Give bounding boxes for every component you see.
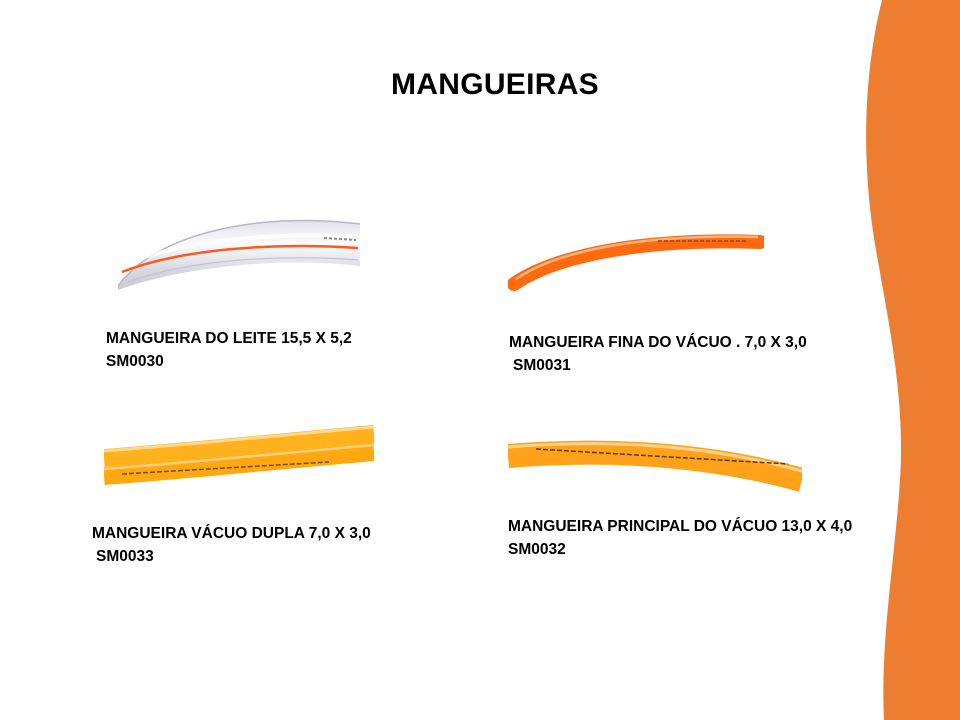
product-caption-sm0032: MANGUEIRA PRINCIPAL DO VÁCUO 13,0 X 4,0 … <box>508 515 852 561</box>
product-caption-sm0033: MANGUEIRA VÁCUO DUPLA 7,0 X 3,0 SM0033 <box>92 522 371 568</box>
product-name: MANGUEIRA VÁCUO DUPLA 7,0 X 3,0 <box>92 525 371 542</box>
thin-vacuum-hose-photo <box>508 234 764 291</box>
product-name: MANGUEIRA DO LEITE 15,5 X 5,2 <box>106 330 352 347</box>
product-code: SM0031 <box>513 357 571 374</box>
product-code: SM0033 <box>96 548 154 565</box>
product-code: SM0030 <box>106 353 164 370</box>
slide-title: MANGUEIRAS <box>390 68 599 101</box>
main-vacuum-hose-photo <box>508 440 802 492</box>
product-caption-sm0030: MANGUEIRA DO LEITE 15,5 X 5,2 SM0030 <box>106 327 352 373</box>
product-name: MANGUEIRA FINA DO VÁCUO . 7,0 X 3,0 <box>509 334 807 351</box>
product-caption-sm0031: MANGUEIRA FINA DO VÁCUO . 7,0 X 3,0 SM00… <box>509 331 807 377</box>
double-vacuum-hose-photo <box>104 425 374 485</box>
product-name: MANGUEIRA PRINCIPAL DO VÁCUO 13,0 X 4,0 <box>508 518 853 535</box>
milk-hose-photo <box>118 219 360 290</box>
product-code: SM0032 <box>508 541 566 558</box>
